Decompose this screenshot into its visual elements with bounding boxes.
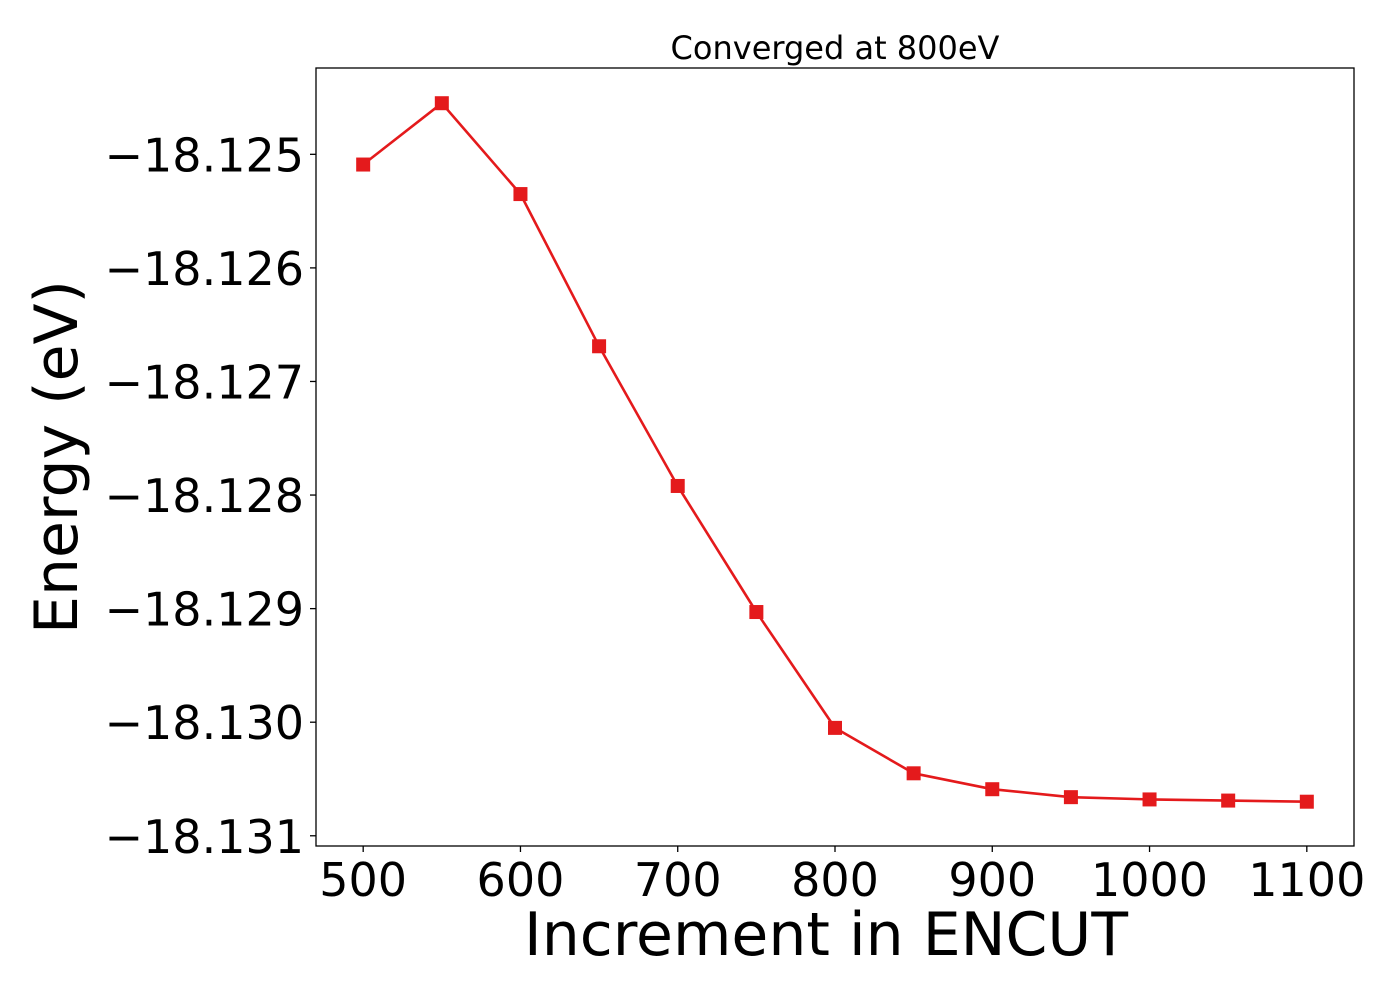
data-point-marker <box>1142 792 1157 807</box>
chart-title: Converged at 800eV <box>671 29 1000 67</box>
data-point-marker <box>670 478 685 493</box>
y-tick-label: −18.128 <box>105 469 305 523</box>
series-layer <box>356 96 1314 809</box>
y-axis: −18.125 −18.126 −18.127 −18.128 −18.129 −18.1… <box>105 128 316 864</box>
y-tick-label: −18.126 <box>105 242 305 296</box>
x-tick-label: 600 <box>477 853 565 907</box>
series-line <box>362 101 1307 803</box>
data-point-marker <box>985 782 1000 797</box>
x-axis-title: Increment in ENCUT <box>524 900 1128 970</box>
y-tick-label: −18.127 <box>105 355 305 409</box>
data-point-marker <box>356 157 371 172</box>
data-point-marker <box>828 720 842 735</box>
x-tick-label: 900 <box>948 853 1036 907</box>
x-tick-label: 500 <box>319 853 407 907</box>
data-point-marker <box>1063 790 1078 805</box>
data-point-marker <box>592 339 607 354</box>
x-axis: 500 600 700 800 900 1000 1100 <box>319 846 1365 907</box>
data-point-marker <box>1221 793 1236 808</box>
x-tick-label: 1100 <box>1248 853 1365 907</box>
data-point-marker <box>906 766 921 781</box>
y-tick-label: −18.131 <box>105 810 305 864</box>
data-point-marker <box>1299 794 1314 809</box>
data-point-marker <box>749 605 764 620</box>
y-tick-label: −18.125 <box>105 128 305 182</box>
y-axis-title: Energy (eV) <box>22 280 92 634</box>
x-tick-label: 700 <box>634 853 722 907</box>
y-tick-label: −18.130 <box>105 696 305 750</box>
y-tick-label: −18.129 <box>105 583 305 637</box>
x-tick-label: 1000 <box>1091 853 1208 907</box>
data-point-marker <box>434 96 449 111</box>
x-tick-label: 800 <box>791 853 879 907</box>
data-point-marker <box>513 187 528 202</box>
